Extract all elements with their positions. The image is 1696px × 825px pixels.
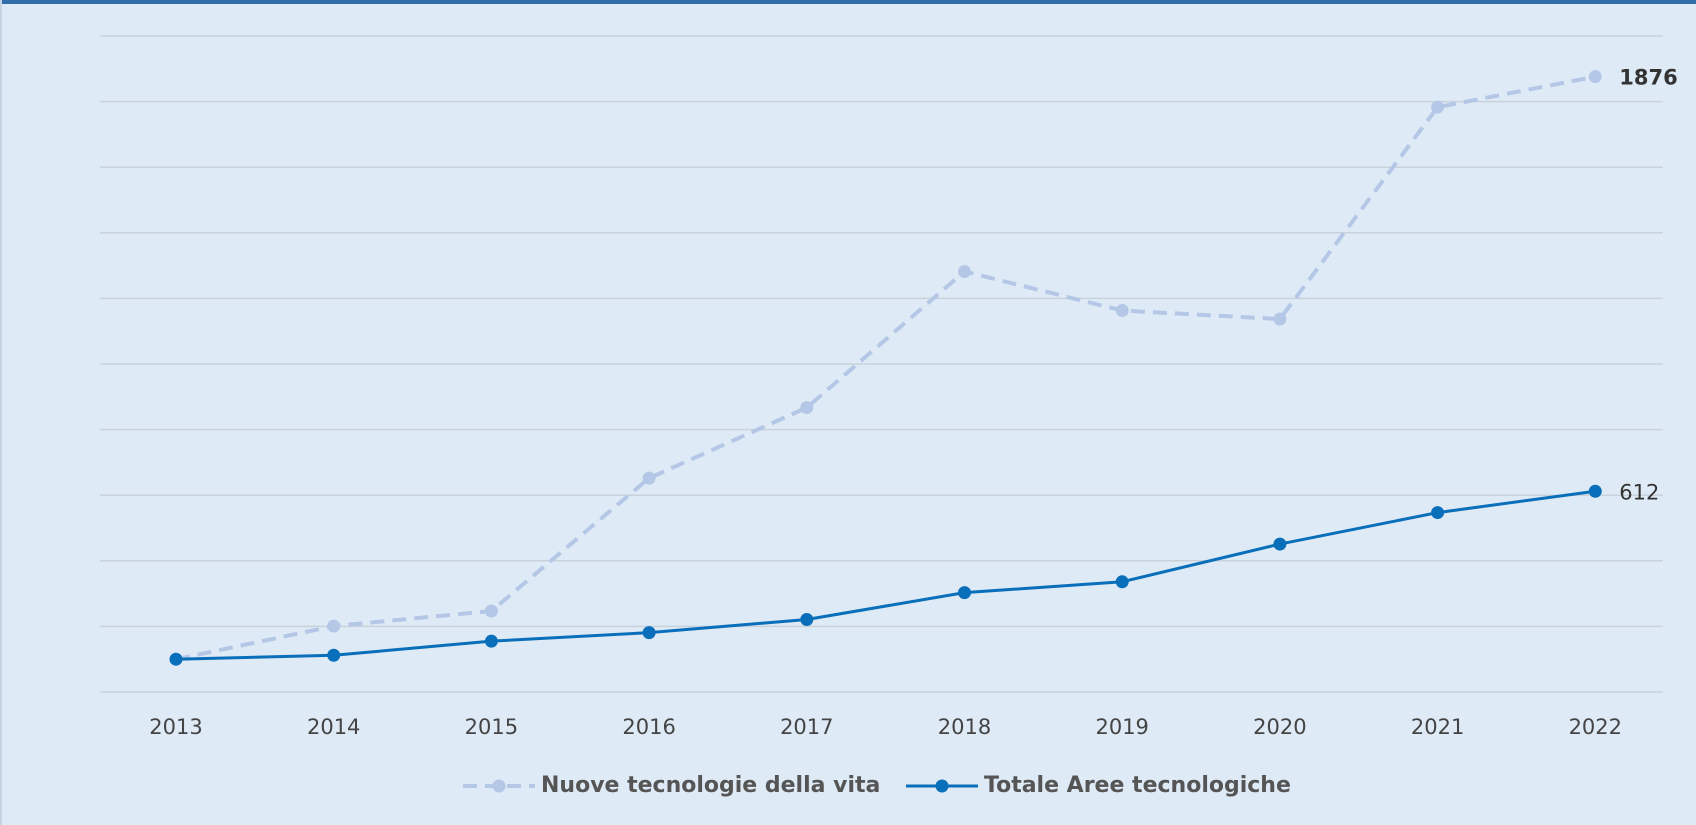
- data-point: [1115, 575, 1129, 589]
- x-tick-label: 2021: [1411, 715, 1464, 739]
- x-tick-label: 2018: [938, 715, 991, 739]
- data-label: 612: [1619, 480, 1659, 504]
- x-tick-label: 2020: [1253, 715, 1306, 739]
- data-point: [1115, 304, 1129, 318]
- data-point: [642, 626, 656, 640]
- x-tick-label: 2014: [307, 715, 360, 739]
- data-point: [958, 586, 971, 600]
- data-point: [1588, 70, 1602, 84]
- legend-marker: [492, 779, 506, 793]
- data-point: [1273, 537, 1287, 551]
- data-point: [169, 652, 183, 666]
- left-border: [0, 0, 2, 825]
- data-point: [958, 265, 971, 279]
- x-tick-label: 2013: [149, 715, 202, 739]
- legend-label: Nuove tecnologie della vita: [541, 773, 880, 798]
- data-point: [1431, 100, 1445, 114]
- x-tick-label: 2022: [1569, 715, 1622, 739]
- x-tick-label: 2017: [780, 715, 833, 739]
- data-point: [642, 471, 656, 485]
- x-tick-label: 2016: [622, 715, 675, 739]
- series-line: [175, 489, 1596, 661]
- data-point: [484, 604, 498, 618]
- data-point: [327, 648, 341, 662]
- data-point: [1588, 484, 1602, 498]
- legend-marker: [935, 779, 949, 793]
- data-point: [800, 613, 814, 627]
- data-point: [800, 401, 814, 415]
- x-tick-label: 2019: [1095, 715, 1148, 739]
- data-label: 1876: [1619, 66, 1677, 90]
- data-point: [1431, 506, 1445, 520]
- top-border: [0, 0, 1696, 4]
- data-point: [484, 634, 498, 648]
- data-point: [1273, 312, 1287, 326]
- series-line: [175, 74, 1596, 662]
- data-point: [327, 619, 341, 633]
- x-tick-label: 2015: [465, 715, 518, 739]
- legend-label: Totale Aree tecnologiche: [984, 773, 1291, 798]
